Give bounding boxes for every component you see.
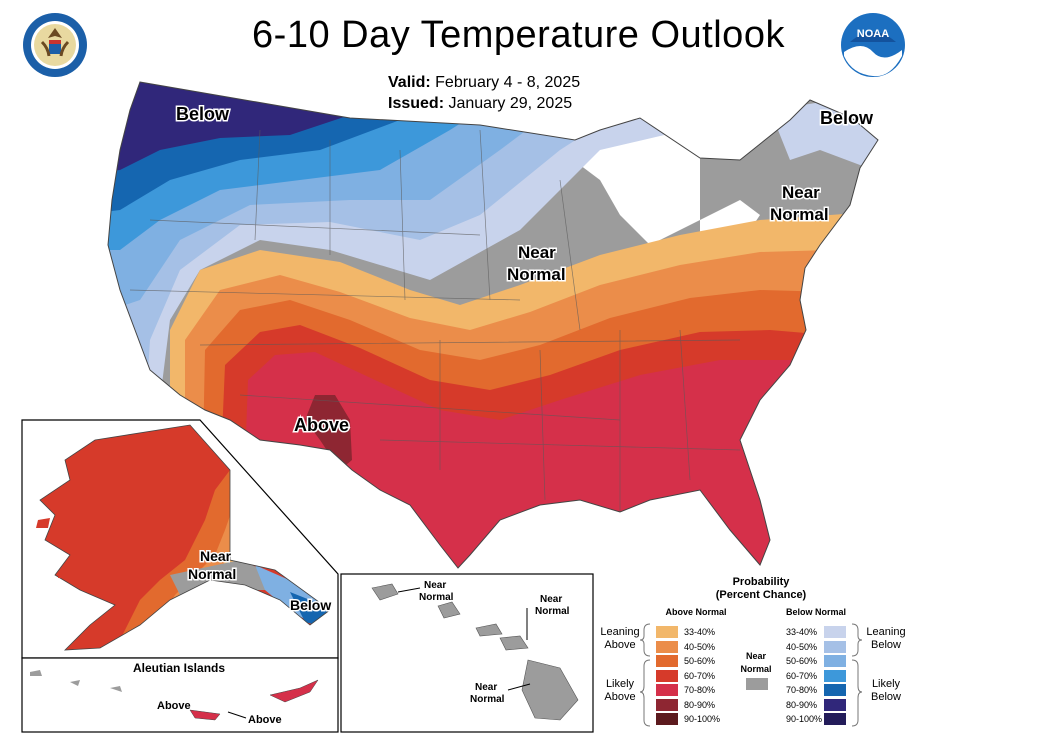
legend-below-swatch — [824, 640, 846, 653]
valid-label: Valid: — [388, 74, 431, 91]
legend-below-swatch — [824, 655, 846, 667]
aleutian-inset — [21, 657, 339, 733]
probability-legend: Probability (Percent Chance) Above Norma… — [596, 574, 926, 734]
legend-below-label: 40-50% — [786, 641, 818, 652]
legend-title-1: Probability — [732, 576, 790, 588]
legend-above-label: 60-70% — [684, 670, 716, 681]
alaska-inset — [21, 419, 339, 659]
legend-above-label: 80-90% — [684, 699, 716, 710]
legend-likely-below-2: Below — [871, 691, 901, 703]
legend-above-swatch — [656, 669, 678, 682]
legend-below-swatch — [824, 626, 846, 638]
commerce-seal-icon — [23, 13, 87, 77]
label-hi-nn2-1: Near — [540, 594, 562, 605]
legend-leaning-below-1: Leaning — [866, 626, 906, 638]
label-aleutian-above-2: Above — [248, 714, 282, 726]
legend-below-label: 50-60% — [786, 656, 818, 666]
issued-label: Issued: — [388, 95, 445, 112]
legend-below-label: 90-100% — [786, 714, 823, 724]
noaa-logo-text: NOAA — [857, 28, 889, 40]
legend-above-swatch — [656, 713, 678, 725]
legend-above-swatch — [656, 655, 678, 667]
legend-above-swatch — [656, 626, 678, 638]
noaa-logo-icon: NOAA — [841, 13, 905, 77]
label-ak-near-normal-2: Normal — [188, 566, 236, 582]
legend-above-label: 40-50% — [684, 641, 716, 652]
legend-above-label: 50-60% — [684, 656, 716, 666]
legend-likely-above-1: Likely — [605, 678, 635, 690]
label-near-normal-center-1: Near — [518, 243, 556, 262]
label-ak-below: Below — [290, 597, 331, 613]
legend-above-label: 33-40% — [684, 627, 716, 637]
valid-dates: Valid: February 4 - 8, 2025 — [388, 74, 580, 92]
legend-brackets — [639, 623, 863, 727]
legend-below-label: 33-40% — [786, 627, 818, 637]
label-aleutian-title: Aleutian Islands — [133, 661, 225, 675]
valid-value: February 4 - 8, 2025 — [435, 74, 581, 91]
legend-leaning-above-2: Above — [604, 639, 636, 651]
legend-near-normal-2: Normal — [740, 664, 772, 674]
label-hi-nn1-2: Normal — [419, 592, 454, 603]
legend-below-swatch — [824, 684, 846, 696]
legend-below-swatch — [824, 698, 846, 711]
label-below-nw: Below — [176, 104, 230, 124]
legend-leaning-above-1: Leaning — [600, 626, 640, 638]
legend-above-label: 90-100% — [684, 714, 721, 724]
label-ak-near-normal-1: Near — [200, 548, 232, 564]
issued-value: January 29, 2025 — [448, 95, 573, 112]
label-hi-nn3-2: Normal — [470, 694, 505, 705]
legend-near-normal-swatch — [746, 678, 768, 690]
legend-below-label: 80-90% — [786, 699, 818, 710]
page-title: 6-10 Day Temperature Outlook — [252, 14, 785, 56]
issued-date: Issued: January 29, 2025 — [388, 95, 572, 113]
legend-above-header: Above Normal — [665, 607, 727, 617]
label-near-normal-ne-1: Near — [782, 183, 820, 202]
legend-below-header: Below Normal — [785, 607, 846, 617]
legend-near-normal-1: Near — [745, 651, 766, 661]
legend-leaning-below-2: Below — [871, 639, 901, 651]
legend-above-swatch — [656, 640, 678, 653]
legend-likely-below-1: Likely — [871, 678, 901, 690]
label-aleutian-above-1: Above — [157, 700, 191, 712]
label-above: Above — [294, 415, 349, 435]
legend-below-label: 70-80% — [786, 685, 818, 695]
legend-title-2: (Percent Chance) — [715, 589, 807, 601]
legend-likely-above: Likely Above — [598, 678, 642, 704]
legend-above-swatch — [656, 698, 678, 711]
label-near-normal-ne-2: Normal — [770, 205, 829, 224]
label-below-ne: Below — [820, 108, 874, 128]
legend-leaning-above: Leaning Above — [598, 626, 642, 652]
legend-below-label: 60-70% — [786, 670, 818, 681]
label-near-normal-center-2: Normal — [507, 265, 566, 284]
legend-below-swatch — [824, 713, 846, 725]
label-hi-nn3-1: Near — [475, 682, 497, 693]
legend-near-normal: Near Normal — [736, 650, 776, 676]
legend-likely-above-2: Above — [604, 691, 636, 703]
legend-leaning-below: Leaning Below — [858, 626, 914, 652]
legend-above-swatch — [656, 684, 678, 696]
legend-likely-below: Likely Below — [858, 678, 914, 704]
label-hi-nn2-2: Normal — [535, 606, 570, 617]
legend-below-swatch — [824, 669, 846, 682]
hawaii-inset — [340, 573, 594, 733]
label-hi-nn1-1: Near — [424, 580, 446, 591]
legend-above-label: 70-80% — [684, 685, 716, 695]
